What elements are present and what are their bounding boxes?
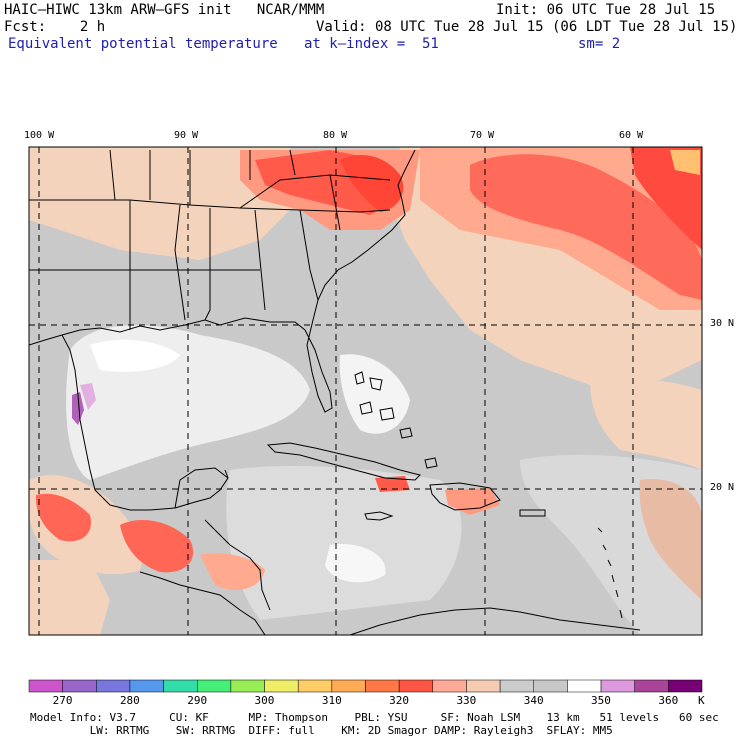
colorbar-tick-label: 270 xyxy=(52,694,73,707)
lat-label-30n: 30 N xyxy=(710,318,735,329)
init-time: Init: 06 UTC Tue 28 Jul 15 xyxy=(496,2,716,18)
colorbar-swatch xyxy=(567,679,602,693)
lon-label-100w: 100 W xyxy=(24,130,55,141)
colorbar-tick-label: 310 xyxy=(321,694,342,707)
colorbar-swatch xyxy=(365,679,400,693)
colorbar-swatch xyxy=(499,679,535,693)
colorbar-swatch xyxy=(297,679,333,693)
colorbar-swatch xyxy=(264,679,299,693)
smoothing-value: sm= 2 xyxy=(578,36,621,52)
lat-lon-grid xyxy=(29,147,702,635)
valid-time: Valid: 08 UTC Tue 28 Jul 15 (06 LDT Tue … xyxy=(316,19,738,35)
model-info-line: Model Info: V3.7 CU: KF MP: Thompson PBL… xyxy=(30,711,719,724)
colorbar-swatch xyxy=(600,679,635,693)
colorbar-swatch xyxy=(533,679,568,693)
colorbar-swatch xyxy=(96,679,131,693)
colorbar-swatch xyxy=(466,679,501,693)
lon-label-90w: 90 W xyxy=(174,130,199,141)
lat-label-20n: 20 N xyxy=(710,482,735,493)
colorbar-tick-label: 320 xyxy=(389,694,410,707)
colorbar-swatch xyxy=(197,679,232,693)
colorbar-swatch xyxy=(668,679,703,693)
colorbar-swatch xyxy=(28,679,63,693)
colorbar-swatch xyxy=(129,679,164,693)
lon-label-60w: 60 W xyxy=(619,130,644,141)
colorbar-swatch xyxy=(432,679,467,693)
colorbar-unit: K xyxy=(698,694,705,707)
lon-label-70w: 70 W xyxy=(470,130,495,141)
colorbar-tick-label: 350 xyxy=(591,694,611,707)
colorbar-swatch xyxy=(398,679,434,693)
lon-label-80w: 80 W xyxy=(323,130,348,141)
colorbar-swatch xyxy=(230,679,265,693)
vertical-level: at k–index = 51 xyxy=(304,36,439,52)
model-title: HAIC–HIWC 13km ARW–GFS init NCAR/MMM xyxy=(4,2,325,18)
colorbar-tick-label: 360 xyxy=(658,694,679,707)
colorbar-swatch xyxy=(62,679,97,693)
colorbar-tick-label: 290 xyxy=(187,694,208,707)
colorbar-tick-label: 280 xyxy=(119,694,140,707)
colorbar xyxy=(28,679,703,693)
forecast-hour: Fcst: 2 h xyxy=(4,19,106,35)
colorbar-swatch xyxy=(331,679,366,693)
colorbar-tick-label: 330 xyxy=(456,694,477,707)
colorbar-tick-label: 300 xyxy=(254,694,275,707)
field-name: Equivalent potential temperature xyxy=(8,36,278,52)
coastlines xyxy=(29,149,641,635)
map-frame xyxy=(28,146,703,636)
colorbar-swatch xyxy=(634,679,669,693)
physics-info-line: LW: RRTMG SW: RRTMG DIFF: full KM: 2D Sm… xyxy=(30,724,613,737)
colorbar-tick-label: 340 xyxy=(523,694,544,707)
colorbar-swatch xyxy=(163,679,198,693)
